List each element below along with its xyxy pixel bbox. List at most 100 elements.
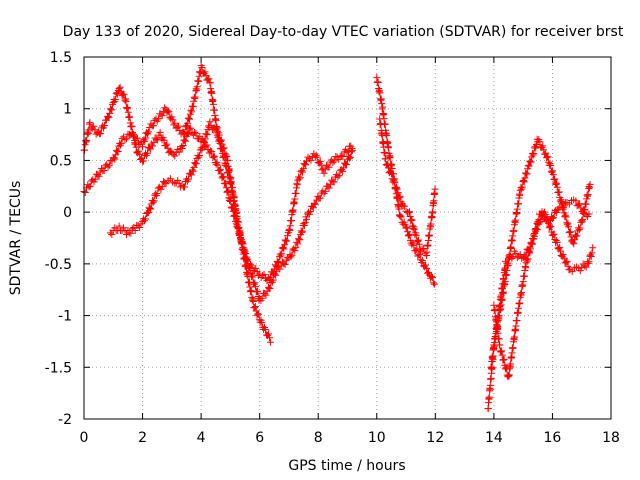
data-point-marker <box>374 79 382 87</box>
data-point-marker <box>407 216 415 224</box>
data-point-marker <box>585 258 593 266</box>
data-point-marker <box>217 136 225 144</box>
data-point-marker <box>339 167 347 175</box>
data-point-marker <box>396 193 404 201</box>
data-point-marker <box>206 147 214 155</box>
data-point-marker <box>401 202 409 210</box>
data-point-marker <box>526 157 534 165</box>
series-track-e <box>376 115 439 260</box>
data-point-marker <box>522 259 530 267</box>
data-point-marker <box>222 179 230 187</box>
data-point-marker <box>258 319 266 327</box>
data-point-marker <box>209 154 217 162</box>
data-point-marker <box>529 151 537 159</box>
data-point-marker <box>184 175 192 183</box>
data-point-marker <box>181 137 189 145</box>
data-point-marker <box>415 240 423 248</box>
data-point-marker <box>295 235 303 243</box>
data-point-marker <box>523 256 531 264</box>
x-tick-label: 8 <box>314 430 323 446</box>
data-point-marker <box>108 230 116 238</box>
data-point-marker <box>409 225 417 233</box>
data-point-marker <box>486 381 494 389</box>
data-point-marker <box>241 255 249 263</box>
data-point-marker <box>321 187 329 195</box>
data-point-marker <box>206 118 214 126</box>
data-point-marker <box>298 228 306 236</box>
data-point-marker <box>414 237 422 245</box>
data-point-marker <box>143 129 151 137</box>
data-point-marker <box>496 302 504 310</box>
data-point-marker <box>197 62 205 70</box>
data-point-marker <box>291 247 299 255</box>
data-point-marker <box>325 184 333 192</box>
data-point-marker <box>85 183 93 191</box>
data-point-marker <box>414 236 422 244</box>
data-point-marker <box>518 183 526 191</box>
data-point-marker <box>541 210 549 218</box>
y-tick-label: 0.5 <box>50 153 72 169</box>
data-point-marker <box>589 244 597 252</box>
data-point-marker <box>266 284 274 292</box>
data-point-marker <box>298 166 306 174</box>
data-point-marker <box>530 232 538 240</box>
data-point-marker <box>191 129 199 137</box>
data-point-marker <box>168 113 176 121</box>
data-point-marker <box>429 208 437 216</box>
data-point-marker <box>330 178 338 186</box>
data-point-marker <box>330 157 338 165</box>
data-point-marker <box>158 112 166 120</box>
data-point-marker <box>524 255 532 263</box>
data-point-marker <box>208 89 216 97</box>
data-point-marker <box>410 241 418 249</box>
data-point-marker <box>303 215 311 223</box>
data-point-marker <box>562 258 570 266</box>
data-point-marker <box>410 225 418 233</box>
data-point-marker <box>164 107 172 115</box>
data-point-marker <box>296 173 304 181</box>
data-point-marker <box>396 212 404 220</box>
data-point-marker <box>588 249 596 257</box>
data-point-marker <box>395 193 403 201</box>
data-point-marker <box>251 279 259 287</box>
data-point-marker <box>181 136 189 144</box>
data-point-marker <box>251 302 259 310</box>
data-point-marker <box>202 72 210 80</box>
data-point-marker <box>533 226 541 234</box>
data-point-marker <box>403 223 411 231</box>
data-point-marker <box>581 262 589 270</box>
data-point-marker <box>201 68 209 76</box>
data-point-marker <box>525 248 533 256</box>
data-point-marker <box>122 135 130 143</box>
data-point-marker <box>564 219 572 227</box>
data-point-marker <box>264 283 272 291</box>
data-point-marker <box>212 116 220 124</box>
data-point-marker <box>496 341 504 349</box>
data-point-marker <box>104 163 112 171</box>
series-track-c <box>106 118 274 346</box>
data-point-marker <box>145 204 153 212</box>
data-point-marker <box>340 164 348 172</box>
data-point-marker <box>86 182 94 190</box>
data-point-marker <box>387 170 395 178</box>
data-point-marker <box>587 251 595 259</box>
data-point-marker <box>571 231 579 239</box>
data-point-marker <box>126 113 134 121</box>
data-point-marker <box>346 153 354 161</box>
data-point-marker <box>495 335 503 343</box>
data-point-marker <box>198 144 206 152</box>
data-point-marker <box>301 160 309 168</box>
data-point-marker <box>313 153 321 161</box>
data-point-marker <box>178 144 186 152</box>
data-point-marker <box>201 135 209 143</box>
data-point-marker <box>238 239 246 247</box>
data-point-marker <box>200 138 208 146</box>
data-point-marker <box>384 160 392 168</box>
data-point-marker <box>131 226 139 234</box>
data-point-marker <box>582 263 590 271</box>
data-point-marker <box>121 96 129 104</box>
data-point-marker <box>223 153 231 161</box>
data-point-marker <box>394 189 402 197</box>
data-point-marker <box>218 140 226 148</box>
